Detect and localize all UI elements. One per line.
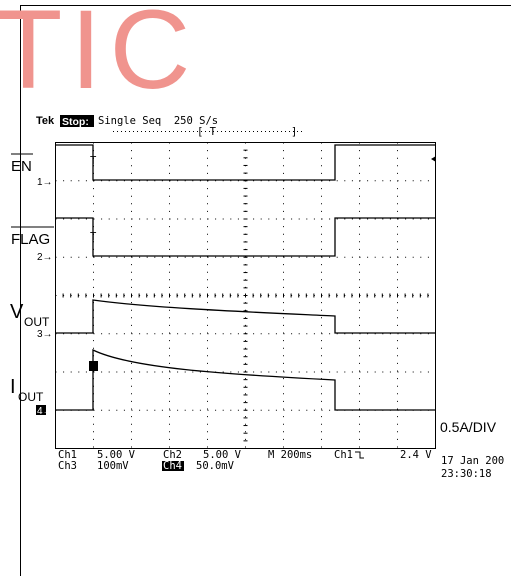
footer-text: Ch3 [58,460,77,472]
footer-text: 2.4 V [400,449,432,461]
trigger-mark [89,361,98,371]
channel-marker: 3→ [37,329,53,340]
slope-icon [355,451,364,459]
date: 17 Jan 200 [441,455,504,467]
channel-marker: 1→ [37,177,53,188]
footer-text: 100mV [97,460,129,472]
footer-text: 5.00 V [97,449,136,461]
trigger-mark: T [90,155,97,167]
trace-vout [56,299,435,334]
footer-text: Ch1 [334,449,353,461]
marker-bg [36,405,46,415]
status: Stop: [62,116,89,128]
channel-label: FLAG [11,231,50,248]
grid [55,142,436,449]
time: 23:30:18 [441,468,492,480]
channel-label: V [10,301,24,323]
footer-text: Ch2 [163,449,182,461]
brand: Tek [36,115,55,127]
channel-sub: OUT [18,390,44,404]
channel-marker: 2→ [37,252,53,263]
status-bg [60,115,94,127]
footer-text: Ch1 [58,449,77,461]
ch4-bg [162,461,184,471]
footer-text: 50.0mV [196,460,235,472]
mode: Single Seq 250 S/s [98,115,218,127]
footer-text: Ch4 [163,460,182,472]
trace-flag [56,217,435,257]
record-bracket: ] [291,126,297,138]
channel-label: EN [11,158,32,175]
record-bracket: [ T [197,126,217,138]
footer-text: 5.00 V [203,449,242,461]
channel-sub: OUT [24,315,50,329]
channel-marker: 4→ [37,406,53,417]
trigger-mark: T [90,231,97,243]
trigger-level [431,156,436,162]
trace-en [56,144,435,181]
scale-note: 0.5A/DIV [440,419,497,435]
channel-label: I [10,376,16,398]
watermark: TIC [0,0,198,112]
footer-text: M 200ms [268,449,312,461]
trace-iout [56,348,435,411]
